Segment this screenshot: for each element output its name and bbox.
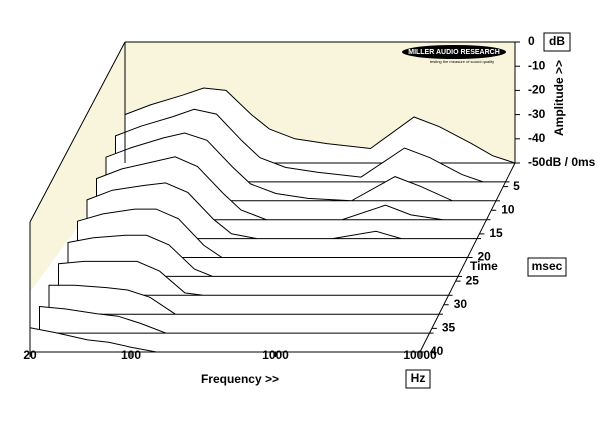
y-tick-label: 0 (528, 34, 535, 48)
unit-box (405, 369, 431, 389)
y-axis-label: Amplitude >> (552, 60, 566, 136)
decay-slice (77, 208, 468, 258)
x-tick-label: 100 (121, 348, 141, 362)
y-tick-label: -30 (528, 107, 546, 121)
t-tick-label: 35 (442, 321, 456, 335)
t-tick-label: 10 (501, 202, 515, 216)
y-tick-label: -20 (528, 83, 546, 97)
logo-text: MILLER AUDIO RESEARCH (408, 49, 500, 56)
logo-tagline: testing the measure of sound quality (430, 59, 494, 64)
frame-line (29, 41, 126, 223)
t-tick-label: 30 (454, 297, 468, 311)
y-tick-label: -40 (528, 131, 546, 145)
decay-slice (39, 305, 430, 334)
decay-slice (48, 284, 439, 315)
x-unit: Hz (411, 371, 426, 385)
t-tick-label: 5 (513, 179, 520, 193)
x-tick-label: 1000 (262, 348, 289, 362)
slices (29, 87, 519, 353)
x-tick-label: 10000 (403, 348, 437, 362)
y-unit: dB (549, 34, 565, 48)
logo-badge (402, 45, 506, 59)
decay-slice (58, 260, 449, 296)
x-axis-label: Frequency >> (201, 372, 279, 386)
t-tick-label: 40 (430, 344, 444, 358)
t-unit: msec (532, 259, 563, 273)
t-tick-label: 20 (478, 250, 492, 264)
panel-side (30, 42, 125, 292)
unit-box (543, 32, 571, 52)
t-tick-label: 15 (489, 226, 503, 240)
decay-slice (67, 234, 458, 277)
logo: MILLER AUDIO RESEARCH testing the measur… (402, 45, 506, 64)
y-tick-label: -50dB / 0ms (528, 155, 596, 169)
t-tick-label: 25 (466, 273, 480, 287)
t-axis-label: Time (470, 259, 498, 273)
unit-box (527, 257, 567, 277)
x-tick-label: 20 (23, 348, 37, 362)
y-tick-label: -10 (528, 58, 546, 72)
